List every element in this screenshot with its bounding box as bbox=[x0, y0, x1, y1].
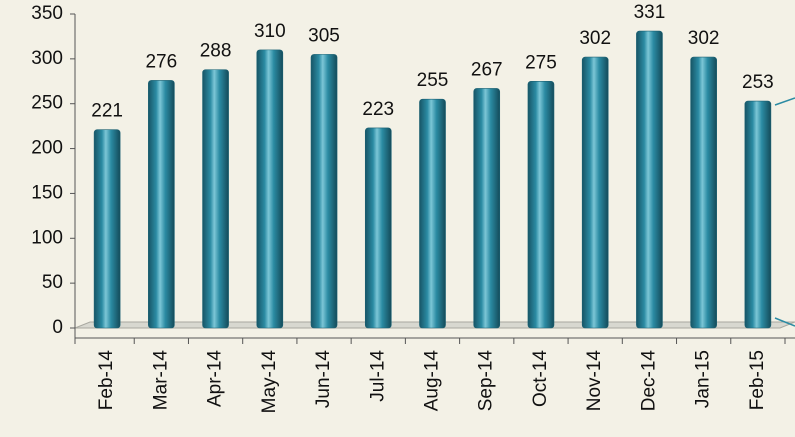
x-tick-label: Jun-14 bbox=[313, 350, 334, 409]
data-label: 255 bbox=[417, 70, 449, 91]
bar bbox=[473, 88, 501, 329]
x-tick-label: Oct-14 bbox=[530, 350, 551, 407]
y-tick-label: 150 bbox=[31, 182, 63, 203]
data-label: 302 bbox=[579, 28, 611, 49]
x-tick-label: Nov-14 bbox=[584, 350, 605, 412]
x-tick-label: Dec-14 bbox=[638, 350, 659, 412]
data-label: 253 bbox=[742, 72, 774, 93]
y-tick-label: 200 bbox=[31, 138, 63, 159]
x-tick-label: Aug-14 bbox=[422, 350, 443, 412]
bar bbox=[148, 80, 175, 329]
x-tick-label: Jul-14 bbox=[367, 350, 388, 402]
bar bbox=[310, 54, 338, 329]
x-tick-label: Feb-15 bbox=[747, 350, 768, 410]
y-tick-label: 250 bbox=[31, 93, 63, 114]
bar bbox=[527, 80, 555, 329]
y-tick-label: 50 bbox=[42, 272, 63, 293]
data-label: 276 bbox=[145, 51, 177, 72]
x-tick-label: Sep-14 bbox=[476, 350, 497, 412]
bar bbox=[364, 127, 392, 329]
bar bbox=[744, 100, 772, 329]
bar bbox=[690, 56, 717, 329]
x-tick-label: Feb-14 bbox=[96, 350, 117, 411]
data-label: 275 bbox=[525, 52, 557, 73]
data-label: 331 bbox=[634, 2, 666, 23]
x-tick-label: Jan-15 bbox=[693, 350, 714, 408]
y-tick-label: 0 bbox=[52, 317, 63, 338]
x-tick-label: May-14 bbox=[259, 350, 280, 414]
bar bbox=[93, 129, 121, 329]
x-tick-label: Mar-14 bbox=[150, 350, 171, 411]
decoration bbox=[774, 97, 795, 106]
data-label: 221 bbox=[91, 101, 123, 122]
bar bbox=[419, 98, 446, 329]
y-tick-label: 350 bbox=[31, 3, 63, 24]
data-label: 267 bbox=[471, 59, 503, 80]
data-label: 305 bbox=[308, 25, 340, 46]
bar bbox=[581, 56, 609, 329]
bar bbox=[636, 30, 663, 329]
data-label: 288 bbox=[200, 41, 232, 62]
data-label: 310 bbox=[254, 21, 286, 42]
y-tick-label: 100 bbox=[31, 227, 63, 248]
bar bbox=[256, 49, 284, 329]
y-tick-label: 300 bbox=[31, 48, 63, 69]
x-tick-label: Apr-14 bbox=[205, 350, 226, 407]
bar bbox=[202, 69, 229, 329]
decoration bbox=[774, 317, 795, 327]
data-label: 223 bbox=[362, 99, 394, 120]
data-label: 302 bbox=[688, 28, 720, 49]
